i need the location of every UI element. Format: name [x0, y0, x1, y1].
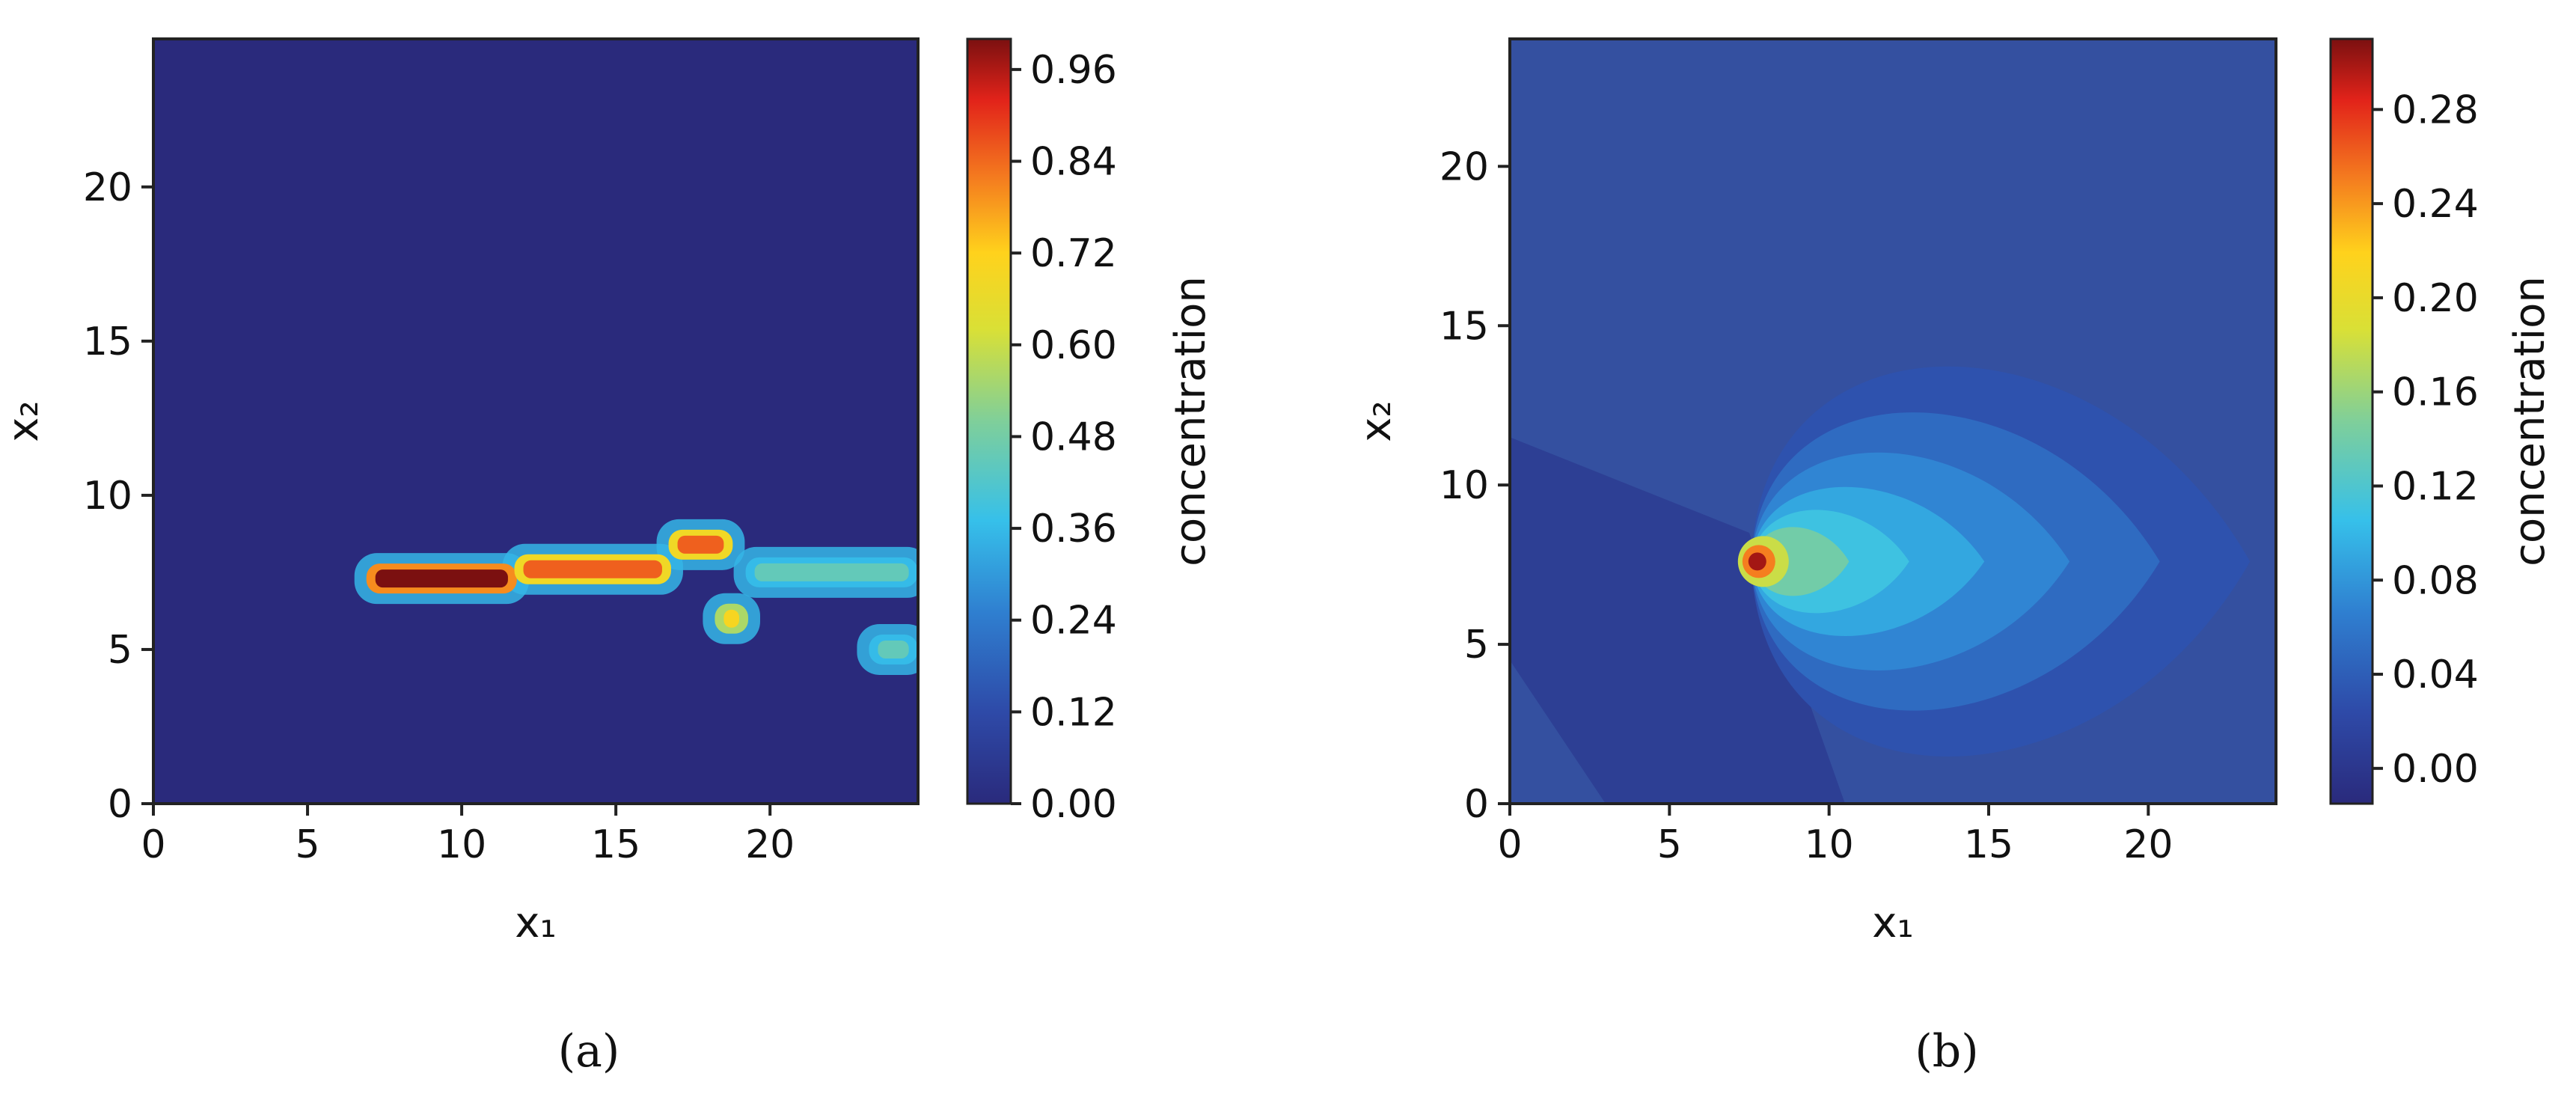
y-axis-b: 0 5 10 15 20	[1440, 144, 1510, 827]
y-tick-label: 20	[1440, 144, 1489, 189]
y-tick-label: 5	[108, 628, 132, 673]
y-axis-label-b: x₂	[1352, 400, 1401, 442]
x-axis-label-b: x₁	[1872, 899, 1914, 947]
y-tick-label: 0	[1464, 782, 1489, 827]
y-tick-label: 5	[1464, 623, 1489, 667]
colorbar-tick-label: 0.12	[2392, 464, 2479, 509]
plume-core	[677, 535, 724, 554]
x-tick-label: 20	[745, 822, 795, 867]
x-axis-a: 0 5 10 15 20	[141, 804, 795, 867]
low-band	[1510, 437, 1845, 804]
x-tick-label: 5	[1657, 822, 1682, 867]
colorbar-tick-label: 0.36	[1030, 507, 1117, 551]
plume-core	[878, 640, 909, 658]
colorbar-tick-label: 0.20	[2392, 276, 2479, 321]
x-tick-label: 0	[1497, 822, 1522, 867]
colorbar-tick-label: 0.84	[1030, 140, 1117, 185]
plot-frame-b	[1508, 37, 2277, 805]
colorbar-ticks-b: 0.00 0.04 0.08 0.12 0.16 0.20 0.24 0.28	[2372, 88, 2479, 792]
y-tick-label: 0	[108, 782, 132, 827]
plume-a	[354, 519, 918, 675]
plot-frame-a	[152, 37, 920, 805]
plume-core	[754, 563, 909, 581]
x-tick-label: 15	[591, 822, 640, 867]
colorbar-tick-label: 0.24	[1030, 599, 1117, 644]
x-tick-label: 10	[437, 822, 486, 867]
colorbar-tick-label: 0.16	[2392, 370, 2479, 415]
colorbar-label-b: concentration	[2506, 276, 2554, 566]
colorbar-tick-label: 0.00	[2392, 747, 2479, 792]
colorbar-tick-label: 0.96	[1030, 48, 1117, 93]
y-tick-label: 10	[83, 474, 132, 519]
colorbar-b	[2329, 37, 2374, 805]
plume-b	[1510, 366, 2251, 804]
panel-a: 0 5 10 15 20 0 5 10 15 20 x₁ x₂ 0.00 0.12 0.24 0.36…	[0, 37, 1215, 947]
y-axis-label-a: x₂	[0, 400, 48, 442]
x-axis-label-a: x₁	[515, 899, 557, 947]
y-tick-label: 15	[1440, 304, 1489, 349]
y-tick-label: 15	[83, 320, 132, 364]
y-tick-label: 10	[1440, 463, 1489, 508]
caption-a: (a)	[557, 1025, 620, 1078]
y-tick-label: 20	[83, 165, 132, 210]
colorbar-tick-label: 0.00	[1030, 782, 1117, 827]
colorbar-tick-label: 0.04	[2392, 653, 2479, 697]
caption-b: (b)	[1915, 1025, 1979, 1078]
plume-core	[523, 560, 662, 578]
colorbar-a	[966, 37, 1012, 805]
colorbar-tick-label: 0.08	[2392, 558, 2479, 603]
colorbar-tick-label: 0.60	[1030, 323, 1117, 368]
x-tick-label: 10	[1805, 822, 1854, 867]
plot-area-a	[153, 39, 918, 804]
panel-b: 0 5 10 15 20 0 5 10 15 20 x₁ x₂ 0.00 0.04 0.08 0.12…	[1352, 37, 2554, 947]
x-tick-label: 5	[296, 822, 320, 867]
y-axis-a: 0 5 10 15 20	[83, 165, 153, 827]
colorbar-label-a: concentration	[1166, 276, 1215, 566]
x-tick-label: 15	[1964, 822, 2013, 867]
colorbar-ticks-a: 0.00 0.12 0.24 0.36 0.48 0.60 0.72 0.84 0.96	[1011, 48, 1117, 827]
x-tick-label: 0	[141, 822, 165, 867]
source-peak	[1748, 552, 1766, 571]
plume-core	[723, 609, 739, 628]
plume-core	[375, 569, 508, 588]
colorbar-tick-label: 0.12	[1030, 690, 1117, 735]
colorbar-tick-label: 0.72	[1030, 231, 1117, 276]
x-axis-b: 0 5 10 15 20	[1497, 804, 2173, 867]
colorbar-tick-label: 0.24	[2392, 182, 2479, 227]
colorbar-tick-label: 0.48	[1030, 415, 1117, 459]
x-tick-label: 20	[2123, 822, 2173, 867]
colorbar-tick-label: 0.28	[2392, 88, 2479, 132]
